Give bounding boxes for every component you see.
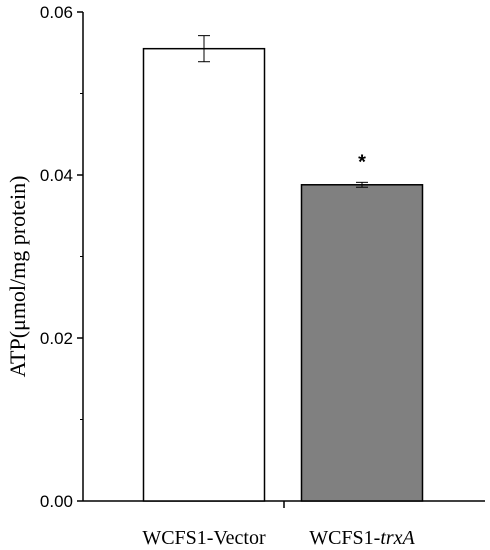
plot-area: 0.00 0.02 0.04 0.06 WCFS1-Vector WCFS1-trxA *: [40, 3, 485, 549]
y-axis-label: ATP(μmol/mg protein): [5, 176, 30, 378]
significance-marker: *: [358, 151, 366, 173]
bar: [142, 47, 266, 502]
y-tick-label: 0.02: [40, 329, 73, 348]
y-tick-label: 0.06: [40, 3, 73, 22]
y-tick-label: 0.04: [40, 166, 73, 185]
x-tick-label: WCFS1-Vector: [142, 527, 266, 549]
x-tick-label: WCFS1-trxA: [309, 527, 415, 549]
y-tick-label: 0.00: [40, 492, 73, 511]
bar: [300, 184, 424, 502]
